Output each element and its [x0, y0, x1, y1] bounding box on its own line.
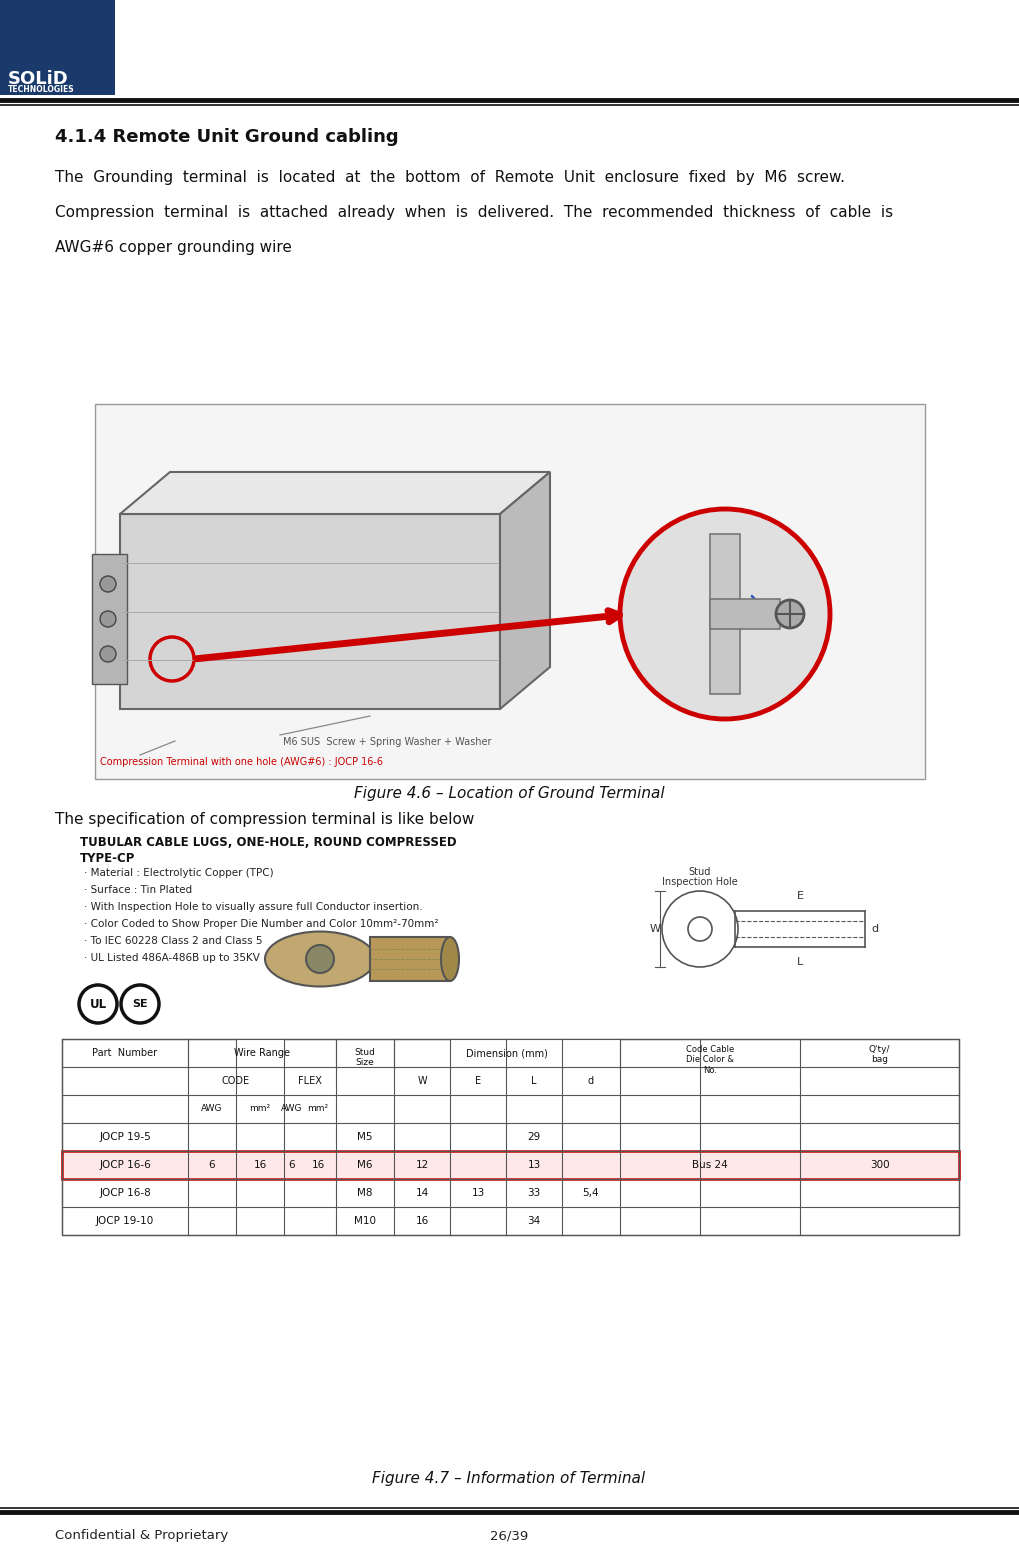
Circle shape	[100, 612, 116, 627]
Circle shape	[776, 601, 804, 629]
Text: TUBULAR CABLE LUGS, ONE-HOLE, ROUND COMPRESSED: TUBULAR CABLE LUGS, ONE-HOLE, ROUND COMP…	[81, 837, 457, 849]
Bar	[710, 533, 740, 694]
Text: E: E	[475, 1076, 481, 1085]
Text: 300: 300	[869, 1160, 890, 1170]
Text: · To IEC 60228 Class 2 and Class 5: · To IEC 60228 Class 2 and Class 5	[84, 935, 263, 946]
Text: JOCP 19-5: JOCP 19-5	[99, 1132, 151, 1142]
Text: 16: 16	[312, 1160, 325, 1170]
Circle shape	[620, 508, 830, 719]
Bar	[506, 1038, 562, 1067]
Text: Stud
Size: Stud Size	[355, 1048, 375, 1067]
Text: FLEX: FLEX	[299, 1076, 322, 1085]
Text: 13: 13	[528, 1160, 541, 1170]
Text: JOCP 19-10: JOCP 19-10	[96, 1215, 154, 1226]
Ellipse shape	[441, 937, 459, 981]
Text: TYPE-CP: TYPE-CP	[81, 852, 136, 865]
Text: Stud: Stud	[689, 866, 711, 877]
Text: · Color Coded to Show Proper Die Number and Color 10mm²-70mm²: · Color Coded to Show Proper Die Number …	[84, 920, 438, 929]
Text: 13: 13	[472, 1189, 485, 1198]
Bar	[450, 1038, 506, 1067]
Text: L: L	[531, 1076, 537, 1085]
Text: M10: M10	[354, 1215, 376, 1226]
Text: W: W	[649, 924, 660, 934]
Circle shape	[306, 945, 334, 973]
Bar	[562, 1038, 620, 1067]
Text: L: L	[797, 957, 803, 967]
Text: Compression Terminal with one hole (AWG#6) : JOCP 16-6: Compression Terminal with one hole (AWG#…	[100, 757, 383, 766]
Text: 6: 6	[209, 1160, 215, 1170]
Text: AWG#6 copper grounding wire: AWG#6 copper grounding wire	[55, 239, 291, 255]
Text: CODE: CODE	[222, 1076, 250, 1085]
Text: · With Inspection Hole to visually assure full Conductor insertion.: · With Inspection Hole to visually assur…	[84, 902, 423, 912]
Text: The specification of compression terminal is like below: The specification of compression termina…	[55, 812, 475, 827]
Text: Code Cable
Die Color &
No.: Code Cable Die Color & No.	[686, 1045, 734, 1074]
Text: · Surface : Tin Plated: · Surface : Tin Plated	[84, 885, 193, 895]
Text: 33: 33	[528, 1189, 541, 1198]
Bar	[236, 1038, 284, 1067]
Polygon shape	[500, 472, 550, 708]
Ellipse shape	[265, 932, 375, 987]
Circle shape	[100, 646, 116, 662]
Text: 29: 29	[528, 1132, 541, 1142]
Text: d: d	[871, 924, 878, 934]
Text: UL: UL	[90, 998, 107, 1010]
Text: Inspection Hole: Inspection Hole	[662, 877, 738, 887]
Text: 16: 16	[254, 1160, 267, 1170]
Text: AWG: AWG	[201, 1104, 223, 1114]
Bar	[0, 0, 115, 95]
Circle shape	[100, 576, 116, 593]
Bar	[92, 554, 127, 683]
Bar	[370, 937, 450, 981]
Text: W: W	[417, 1076, 427, 1085]
Bar	[62, 1038, 959, 1236]
Text: M6 SUS  Screw + Spring Washer + Washer: M6 SUS Screw + Spring Washer + Washer	[283, 737, 491, 748]
Text: Bus 24: Bus 24	[692, 1160, 728, 1170]
Text: 34: 34	[528, 1215, 541, 1226]
Text: Q'ty/
bag: Q'ty/ bag	[869, 1045, 891, 1065]
Text: Dimension (mm): Dimension (mm)	[466, 1048, 548, 1057]
Text: 6: 6	[288, 1160, 296, 1170]
Text: Confidential & Proprietary: Confidential & Proprietary	[55, 1530, 228, 1542]
Text: AWG: AWG	[281, 1104, 303, 1114]
Text: SE: SE	[132, 999, 148, 1009]
Bar	[63, 1153, 958, 1178]
Text: 16: 16	[416, 1215, 429, 1226]
Text: M8: M8	[358, 1189, 373, 1198]
Bar	[62, 1151, 959, 1179]
Text: 26/39: 26/39	[490, 1530, 528, 1542]
Text: mm²: mm²	[308, 1104, 328, 1114]
Text: The  Grounding  terminal  is  located  at  the  bottom  of  Remote  Unit  enclos: The Grounding terminal is located at the…	[55, 170, 845, 185]
Bar	[95, 404, 925, 779]
Polygon shape	[120, 472, 550, 515]
Text: TECHNOLOGIES: TECHNOLOGIES	[8, 84, 74, 94]
Text: Wire Range: Wire Range	[234, 1048, 290, 1057]
Text: E: E	[797, 891, 804, 901]
Text: M6: M6	[358, 1160, 373, 1170]
Text: JOCP 16-6: JOCP 16-6	[99, 1160, 151, 1170]
Text: 4.1.4 Remote Unit Ground cabling: 4.1.4 Remote Unit Ground cabling	[55, 128, 398, 145]
Text: Compression  terminal  is  attached  already  when  is  delivered.  The  recomme: Compression terminal is attached already…	[55, 205, 893, 221]
Text: 5,4: 5,4	[583, 1189, 599, 1198]
Bar	[120, 515, 500, 708]
Text: mm²: mm²	[250, 1104, 271, 1114]
Text: · Material : Electrolytic Copper (TPC): · Material : Electrolytic Copper (TPC)	[84, 868, 274, 877]
Text: 14: 14	[416, 1189, 429, 1198]
Text: · UL Listed 486A-486B up to 35KV: · UL Listed 486A-486B up to 35KV	[84, 952, 260, 963]
Bar	[710, 599, 780, 629]
Circle shape	[121, 985, 159, 1023]
Text: 12: 12	[416, 1160, 429, 1170]
Text: SOLiD: SOLiD	[8, 70, 68, 88]
Text: JOCP 16-8: JOCP 16-8	[99, 1189, 151, 1198]
Text: Figure 4.7 – Information of Terminal: Figure 4.7 – Information of Terminal	[372, 1472, 646, 1486]
Text: d: d	[588, 1076, 594, 1085]
Text: Figure 4.6 – Location of Ground Terminal: Figure 4.6 – Location of Ground Terminal	[354, 787, 664, 801]
Circle shape	[79, 985, 117, 1023]
Text: Part  Number: Part Number	[93, 1048, 158, 1057]
Text: M5: M5	[358, 1132, 373, 1142]
